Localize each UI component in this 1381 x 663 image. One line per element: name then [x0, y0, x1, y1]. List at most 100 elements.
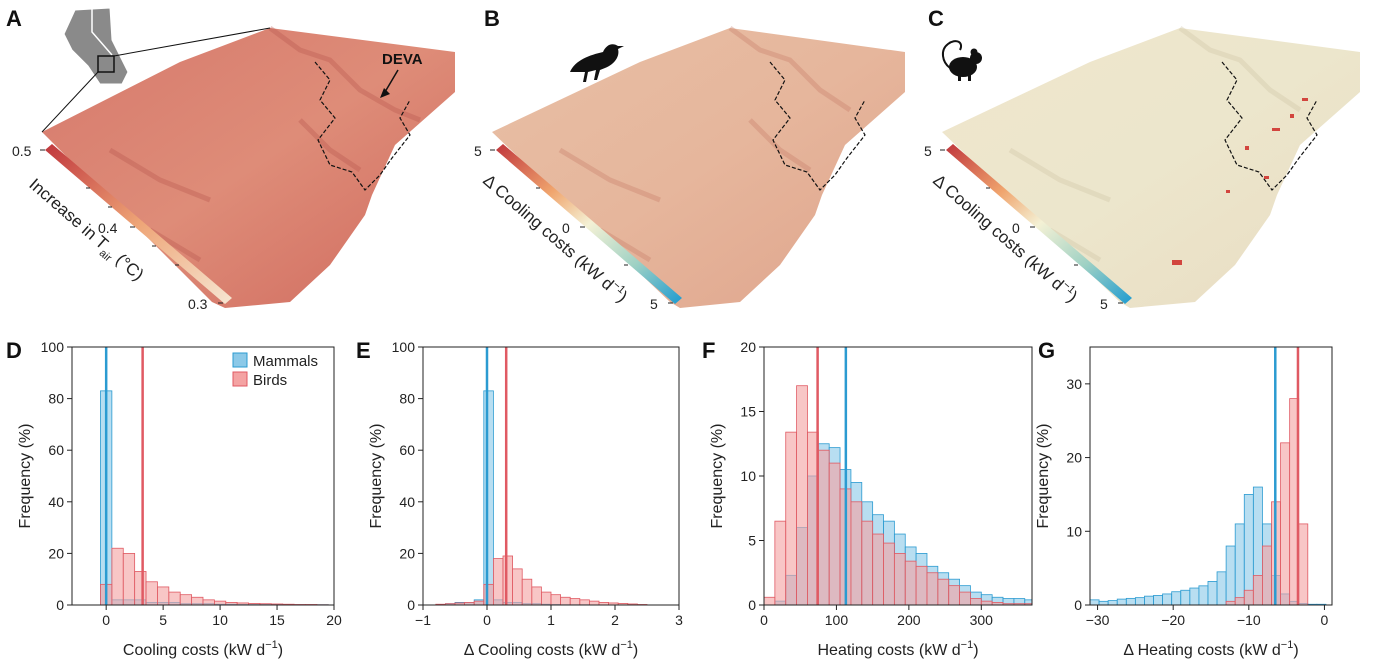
y-tick-label-g: 10	[1066, 523, 1082, 539]
y-tick-label-d: 100	[41, 339, 65, 355]
panel-label-f: F	[702, 338, 715, 363]
cb-tick-label-c-1: 5	[924, 143, 932, 159]
y-tick-label-e: 0	[407, 597, 415, 613]
x-tick-label-f: 0	[760, 612, 768, 628]
plot-frame-g	[1089, 346, 1333, 606]
panel-label-b: B	[484, 6, 500, 31]
cb-tick-label-c-3: 5	[1100, 296, 1108, 312]
terrain-surface-c	[942, 28, 1360, 308]
x-tick-label-g: −10	[1237, 612, 1261, 628]
mouse-icon	[942, 40, 982, 81]
y-tick-label-g: 0	[1074, 597, 1082, 613]
terrain-shading-a	[108, 25, 421, 263]
y-tick-label-e: 20	[399, 545, 415, 561]
hist-bar-f-birds	[937, 578, 950, 606]
panel-label-g: G	[1038, 338, 1055, 363]
panel-label-e: E	[356, 338, 371, 363]
y-axis-label-f: Frequency (%)	[709, 424, 726, 529]
hist-bar-g-mammals	[1171, 591, 1182, 606]
x-tick-label-f: 100	[825, 612, 849, 628]
hist-bar-g-mammals	[1134, 597, 1145, 606]
hist-bar-g-birds	[1252, 575, 1263, 606]
x-axis-label-f: Heating costs (kW d−1)	[817, 639, 978, 659]
hist-bar-d-birds	[191, 596, 204, 606]
hist-bar-f-birds	[861, 520, 874, 606]
hist-bar-e-birds	[569, 598, 581, 606]
hist-bar-g-mammals	[1216, 571, 1227, 606]
terrain-surface-a	[42, 28, 455, 308]
y-tick-label-g: 20	[1066, 450, 1082, 466]
terrain-surface-b	[492, 28, 905, 308]
bird-icon	[570, 44, 624, 82]
panel-c: C 5 0 5 Δ Cooling costs (kW	[924, 6, 1360, 312]
hist-bar-g-mammals	[1225, 545, 1236, 606]
park-boundary-a	[314, 61, 411, 191]
hist-bar-g-mammals	[1243, 494, 1254, 606]
x-tick-label-d: 10	[212, 612, 228, 628]
panel-label-d: D	[6, 338, 22, 363]
hist-bar-e-birds	[473, 600, 485, 606]
hist-bar-e-birds	[502, 555, 514, 606]
deva-arrowhead	[380, 88, 390, 98]
y-tick-label-f: 20	[740, 339, 756, 355]
plot-frame-d	[71, 346, 335, 606]
y-tick-label-d: 20	[48, 545, 64, 561]
cb-tick-label-b-2: 0	[562, 220, 570, 236]
hist-bar-d-birds	[168, 591, 181, 606]
x-tick-label-d: 20	[326, 612, 342, 628]
hist-bar-g-mammals	[1198, 585, 1209, 606]
y-tick-label-f: 5	[748, 533, 756, 549]
y-tick-label-d: 60	[48, 442, 64, 458]
hist-bar-f-birds	[817, 449, 830, 606]
hist-bar-e-birds	[492, 558, 504, 606]
hist-bar-f-birds	[872, 533, 884, 606]
hist-bar-g-birds	[1298, 523, 1309, 606]
x-tick-label-g: −30	[1086, 612, 1110, 628]
x-tick-label-e: 0	[483, 612, 491, 628]
hist-bar-f-birds	[959, 591, 971, 606]
cb-tick-label-a-3: 0.3	[188, 296, 208, 312]
hist-bar-f-birds	[796, 385, 808, 606]
histogram-panel-d: D 0 5 10 15 20 0 20 40 60 80 100 Cooling costs (kW …	[6, 338, 342, 659]
hist-bar-f-birds	[785, 431, 797, 606]
x-tick-label-g: 0	[1321, 612, 1329, 628]
cb-tick-label-a-2: 0.4	[98, 220, 118, 236]
inset-map-icon	[41, 6, 271, 133]
hist-bar-d-birds	[145, 581, 158, 606]
legend-swatch-mammals	[232, 352, 248, 368]
hist-bar-g-mammals	[1207, 581, 1218, 606]
y-tick-label-d: 0	[56, 597, 64, 613]
hist-bar-g-mammals	[1153, 595, 1164, 606]
hist-bar-g-mammals	[1162, 593, 1173, 606]
legend-swatch-birds	[232, 371, 248, 387]
hist-bar-g-mammals	[1116, 598, 1127, 606]
panel-b: B 5 0 5 Δ Cooling costs (kW d−1)	[474, 6, 905, 312]
x-axis-label-e: Δ Cooling costs (kW d−1)	[464, 639, 638, 659]
hist-bar-g-mammals	[1144, 595, 1154, 606]
cb-tick-label-a-1: 0.5	[12, 143, 32, 159]
x-tick-label-d: 5	[159, 612, 167, 628]
hist-bar-g-birds	[1262, 545, 1272, 606]
hist-bar-g-birds	[1280, 442, 1291, 606]
colorbar-a	[45, 144, 232, 304]
hist-bar-g-mammals	[1107, 600, 1118, 606]
hist-bar-g-mammals	[1098, 600, 1109, 606]
y-tick-label-e: 60	[399, 442, 415, 458]
hist-bar-g-mammals	[1234, 523, 1245, 606]
park-boundary-c	[1221, 61, 1318, 191]
hist-bar-e-birds	[589, 600, 600, 606]
park-boundary-b	[769, 61, 866, 191]
x-tick-label-e: 3	[675, 612, 683, 628]
panel-a: A DEVA 0.5 0.4 0.3 Increase in Tair (°C)	[6, 6, 455, 312]
hist-bar-g-mammals	[1180, 589, 1191, 606]
hist-bar-d-birds	[122, 553, 136, 606]
hist-bar-f-birds	[850, 501, 863, 606]
hist-bar-d-birds	[179, 594, 193, 606]
hist-bar-f-birds	[893, 553, 906, 606]
hist-bar-f-birds	[926, 572, 939, 606]
hist-bar-f-birds	[915, 565, 928, 606]
y-axis-label-e: Frequency (%)	[368, 424, 385, 529]
hist-bar-g-mammals	[1189, 587, 1200, 606]
hist-bar-f-birds	[904, 560, 917, 606]
